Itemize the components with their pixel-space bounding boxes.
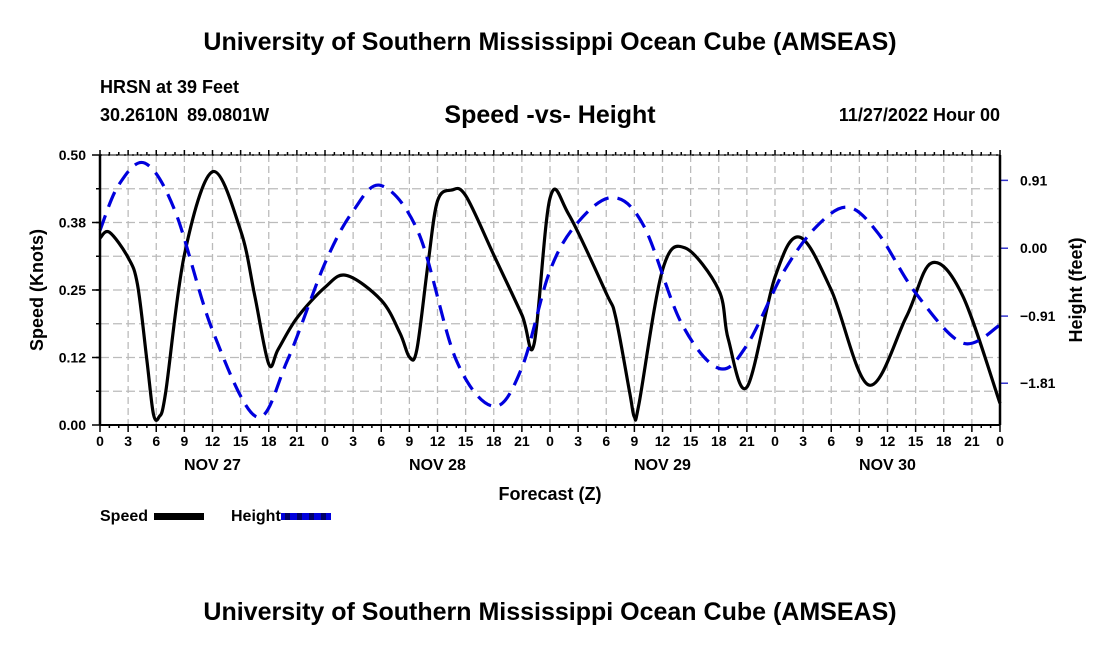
x-tick-label: 15 [458,433,474,449]
y-axis-title: Speed (Knots) [27,229,47,351]
day-label: NOV 27 [184,457,241,474]
x-tick-label: 21 [739,433,755,449]
x-tick-label: 0 [96,433,104,449]
x-tick-label: 3 [349,433,357,449]
x-tick-label: 9 [405,433,413,449]
x-tick-label: 21 [289,433,305,449]
legend-speed-label: Speed [100,508,149,525]
x-tick-label: 0 [771,433,779,449]
series-layer [98,160,1002,423]
chart-title: University of Southern Mississippi Ocean… [203,28,897,56]
x-tick-label: 6 [152,433,160,449]
x-tick-label: 6 [827,433,835,449]
y2-tick-label: −0.91 [1020,308,1056,324]
x-tick-label: 15 [683,433,699,449]
x-tick-label: 3 [574,433,582,449]
station-label: HRSN at 39 Feet [100,77,240,97]
x-tick-label: 9 [855,433,863,449]
x-tick-label: 15 [908,433,924,449]
x-axis-title: Forecast (Z) [498,484,601,504]
legend-speed: Speed [100,508,205,526]
y-tick-label: 0.12 [59,350,86,366]
x-tick-label: 21 [514,433,530,449]
x-tick-label: 6 [377,433,385,449]
x-tick-label: 3 [799,433,807,449]
y-tick-label: 0.25 [59,282,86,298]
x-tick-label: 0 [996,433,1004,449]
y-tick-label: 0.38 [59,215,86,231]
x-tick-label: 0 [546,433,554,449]
day-label: NOV 29 [634,457,691,474]
x-tick-label: 12 [655,433,671,449]
x-tick-label: 9 [630,433,638,449]
y2-axis-title: Height (feet) [1066,238,1086,343]
x-tick-label: 0 [321,433,329,449]
coordinates-label: 30.2610N 89.0801W [100,105,270,125]
x-tick-label: 9 [180,433,188,449]
x-tick-label: 18 [261,433,277,449]
x-tick-label: 15 [233,433,249,449]
legend-speed-swatch [154,513,205,521]
footer-title: University of Southern Mississippi Ocean… [203,598,897,626]
x-tick-label: 18 [486,433,502,449]
x-tick-label: 18 [711,433,727,449]
chart-subtitle: Speed -vs- Height [444,101,656,129]
y-tick-label: 0.50 [59,147,86,163]
y2-tick-label: 0.00 [1020,240,1047,256]
y2-tick-label: −1.81 [1020,375,1056,391]
day-label: NOV 28 [409,457,466,474]
y2-tick-label: 0.91 [1020,172,1047,188]
axis-labels: 0 3 6 9 12 15 18 21 0 3 6 9 12 15 18 21 0 3 6 9 12 15 18 21 0 3 6 9… [59,147,1056,474]
x-tick-label: 3 [124,433,132,449]
series-line-height [98,160,1001,419]
axes [92,150,1008,432]
x-tick-label: 18 [936,433,952,449]
grid-lines [100,155,1000,425]
legend-height: Height [231,508,331,526]
forecast-datestamp: 11/27/2022 Hour 00 [838,105,1000,125]
x-tick-label: 12 [430,433,446,449]
y-tick-label: 0.00 [59,417,86,433]
legend-height-swatch [280,513,331,521]
legend-height-label: Height [231,508,281,525]
day-label: NOV 30 [859,457,916,474]
x-tick-label: 6 [602,433,610,449]
series-line-speed [98,170,1002,423]
x-tick-label: 21 [964,433,980,449]
x-tick-label: 12 [880,433,896,449]
x-tick-label: 12 [205,433,221,449]
